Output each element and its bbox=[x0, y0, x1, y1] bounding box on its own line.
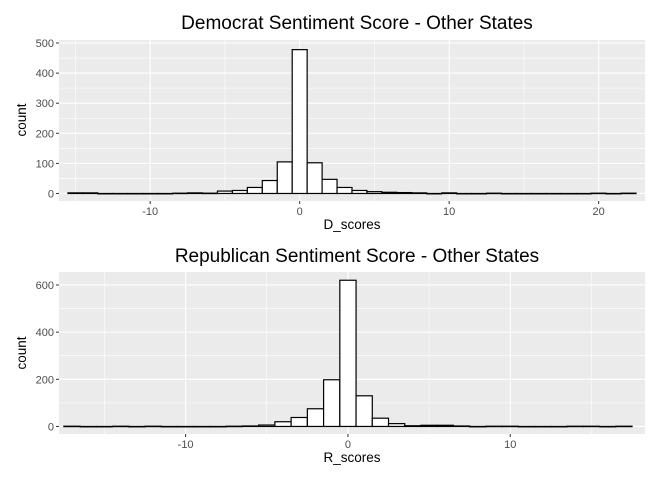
republican-histogram: Republican Sentiment Score - Other State… bbox=[14, 246, 645, 465]
histogram-bar bbox=[436, 424, 455, 428]
histogram-bar bbox=[321, 178, 338, 195]
x-tick-label: 0 bbox=[297, 206, 303, 218]
x-tick-label: 10 bbox=[443, 206, 455, 218]
histogram-bar bbox=[67, 192, 84, 195]
plot-panel bbox=[59, 40, 645, 201]
histogram-bar bbox=[339, 279, 357, 428]
histogram-bar bbox=[274, 421, 292, 428]
y-tick-label: 200 bbox=[36, 128, 54, 140]
chart-title: Republican Sentiment Score - Other State… bbox=[175, 246, 539, 267]
histogram-bar bbox=[336, 186, 353, 195]
histogram-bar bbox=[246, 186, 263, 195]
y-tick-label: 0 bbox=[48, 421, 54, 433]
histogram-bar bbox=[420, 424, 438, 428]
histogram-bar bbox=[355, 395, 373, 428]
y-tick-label: 400 bbox=[36, 68, 54, 80]
histogram-bar bbox=[290, 416, 308, 428]
histogram-bar bbox=[387, 423, 406, 428]
histogram-bars bbox=[67, 49, 637, 195]
x-tick-label: -10 bbox=[142, 206, 158, 218]
y-tick-label: 0 bbox=[48, 188, 54, 200]
histogram-bar bbox=[441, 192, 458, 195]
y-tick-label: 300 bbox=[36, 98, 54, 110]
histogram-bar bbox=[186, 192, 204, 195]
y-tick-label: 200 bbox=[36, 374, 54, 386]
histogram-bar bbox=[366, 191, 383, 195]
x-tick-label: 20 bbox=[593, 206, 605, 218]
y-tick-label: 600 bbox=[36, 280, 54, 292]
histogram-bar bbox=[411, 192, 428, 195]
y-tick-label: 400 bbox=[36, 327, 54, 339]
histogram-bar bbox=[322, 379, 341, 428]
histogram-bar bbox=[404, 425, 422, 428]
histogram-bar bbox=[291, 49, 308, 195]
histogram-bar bbox=[396, 191, 413, 195]
histogram-bar bbox=[306, 408, 325, 428]
y-axis: 0 200 400 600 bbox=[36, 280, 59, 433]
x-tick-label: 10 bbox=[504, 439, 516, 451]
x-axis-title: D_scores bbox=[323, 217, 380, 232]
histogram-bar bbox=[306, 162, 323, 195]
histogram-bar bbox=[276, 161, 293, 195]
y-axis-title: count bbox=[14, 103, 29, 136]
chart-title: Democrat Sentiment Score - Other States bbox=[181, 13, 533, 34]
histogram-bar bbox=[258, 424, 276, 428]
histogram-bar bbox=[351, 189, 368, 195]
y-axis: 0 100 200 300 400 500 bbox=[36, 38, 59, 200]
x-axis: -10 0 10 bbox=[178, 434, 516, 451]
histogram-bar bbox=[231, 189, 248, 195]
histogram-bar bbox=[381, 191, 398, 195]
x-tick-label: 0 bbox=[345, 439, 351, 451]
histogram-bar bbox=[82, 192, 99, 195]
y-tick-label: 500 bbox=[36, 38, 54, 50]
x-axis: -10 0 10 20 bbox=[142, 201, 605, 218]
x-tick-label: -10 bbox=[178, 439, 194, 451]
y-tick-label: 100 bbox=[36, 158, 54, 170]
histogram-bars bbox=[63, 279, 633, 428]
histogram-bar bbox=[261, 179, 278, 195]
histogram-bar bbox=[371, 417, 390, 428]
y-axis-title: count bbox=[14, 336, 29, 369]
democrat-histogram: Democrat Sentiment Score - Other States … bbox=[14, 13, 645, 232]
x-axis-title: R_scores bbox=[323, 450, 380, 465]
histogram-bar bbox=[216, 190, 234, 195]
